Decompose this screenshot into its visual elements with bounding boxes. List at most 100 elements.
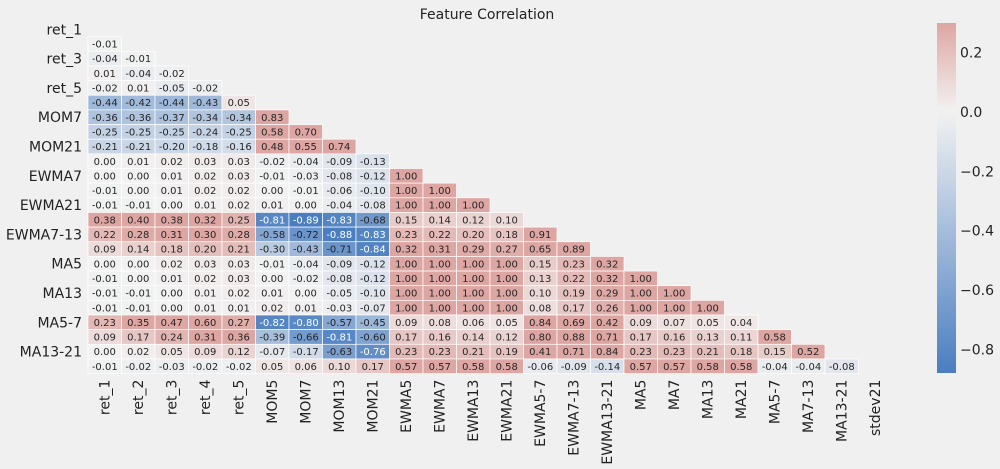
cell-value-label: -0.05 [159, 84, 185, 95]
cell-value-label: 1.00 [462, 259, 484, 270]
cell-value-label: -0.83 [360, 230, 386, 241]
cell-value-label: 0.20 [194, 245, 216, 256]
cell-value-label: -0.34 [226, 113, 252, 124]
cell-value-label: 0.23 [429, 347, 451, 358]
cell-value-label: -0.04 [92, 54, 118, 65]
cell-value-label: 0.00 [94, 171, 116, 182]
cell-value-label: -0.68 [360, 215, 386, 226]
cell-value-label: -0.81 [326, 333, 352, 344]
cell-value-label: 0.01 [94, 69, 116, 80]
colorbar-tick-label: −0.8 [960, 342, 994, 358]
cell-value-label: 0.17 [630, 333, 652, 344]
x-tick-label: MA5-7 [768, 380, 784, 425]
cell-value-label: 0.23 [630, 347, 652, 358]
cell-value-label: 0.14 [462, 333, 484, 344]
x-tick-label: ret_5 [232, 380, 248, 415]
cell-value-label: 0.71 [596, 333, 618, 344]
cell-value-label: 0.52 [797, 347, 819, 358]
cell-value-label: 1.00 [663, 289, 685, 300]
cell-value-label: 0.02 [261, 303, 283, 314]
cell-value-label: -0.25 [92, 127, 118, 138]
cell-value-label: -0.44 [92, 98, 118, 109]
cell-value-label: 0.10 [328, 362, 350, 373]
cell-value-label: -0.01 [259, 171, 285, 182]
cell-value-label: 0.17 [563, 303, 585, 314]
colorbar-tick-label: −0.2 [960, 164, 994, 180]
cell-value-label: -0.04 [326, 201, 352, 212]
cell-value-label: -0.81 [259, 215, 285, 226]
cell-value-label: -0.09 [326, 157, 352, 168]
cell-value-label: 0.01 [261, 201, 283, 212]
cell-value-label: 0.09 [94, 333, 116, 344]
x-tick-label: MA13 [701, 380, 717, 419]
cell-value-label: 1.00 [429, 289, 451, 300]
cell-value-label: -0.04 [125, 69, 151, 80]
cell-value-label: 0.36 [228, 333, 250, 344]
cell-value-label: -0.08 [326, 274, 352, 285]
y-tick-label: MA5 [51, 257, 82, 273]
cell-value-label: 0.00 [94, 157, 116, 168]
x-tick-label: ret_3 [165, 380, 181, 415]
cell-value-label: 0.20 [462, 230, 484, 241]
cell-value-label: 0.09 [395, 318, 417, 329]
cell-value-label: -0.10 [360, 186, 386, 197]
cell-value-label: -0.45 [360, 318, 386, 329]
cell-value-label: -0.12 [360, 259, 386, 270]
cell-value-label: 1.00 [395, 289, 417, 300]
cell-value-label: 0.14 [429, 215, 451, 226]
cell-value-label: -0.03 [293, 171, 319, 182]
cell-value-label: -0.36 [92, 113, 118, 124]
x-tick-label: MA21 [734, 380, 750, 419]
cell-value-label: 0.00 [161, 201, 183, 212]
cell-value-label: -0.72 [293, 230, 319, 241]
cell-value-label: 0.38 [161, 215, 183, 226]
cell-value-label: -0.02 [159, 69, 185, 80]
cell-value-label: -0.01 [92, 201, 118, 212]
cell-value-label: 0.29 [596, 289, 618, 300]
cell-value-label: -0.07 [259, 347, 285, 358]
cell-value-label: 0.08 [529, 303, 551, 314]
cell-value-label: 0.32 [395, 245, 417, 256]
cell-value-label: 0.22 [429, 230, 451, 241]
cell-value-label: 0.27 [496, 245, 518, 256]
colorbar-tick-label: 0.0 [960, 105, 982, 121]
cell-value-label: 1.00 [496, 303, 518, 314]
cell-value-label: 0.01 [161, 274, 183, 285]
x-tick-label: MA7-13 [801, 380, 817, 433]
cell-value-label: 1.00 [496, 259, 518, 270]
cell-value-label: 0.02 [161, 157, 183, 168]
cell-value-label: 0.17 [362, 362, 384, 373]
cell-value-label: -0.34 [192, 113, 218, 124]
cell-value-label: -0.39 [259, 333, 285, 344]
cell-value-label: 0.00 [261, 186, 283, 197]
cell-value-label: 0.01 [194, 201, 216, 212]
cell-value-label: 0.05 [161, 347, 183, 358]
cell-value-label: -0.43 [192, 98, 218, 109]
cell-value-label: -0.58 [259, 230, 285, 241]
cell-value-label: 0.17 [395, 333, 417, 344]
cell-value-label: -0.20 [159, 142, 185, 153]
cell-value-label: 0.60 [194, 318, 216, 329]
cell-value-label: 0.01 [261, 289, 283, 300]
cell-value-label: 0.02 [127, 347, 149, 358]
cell-value-label: 0.07 [663, 318, 685, 329]
cell-value-label: 1.00 [462, 201, 484, 212]
cell-value-label: -0.82 [259, 318, 285, 329]
cell-value-label: -0.02 [125, 362, 151, 373]
cell-value-label: 0.19 [496, 347, 518, 358]
cell-value-label: -0.02 [192, 362, 218, 373]
x-tick-label: ret_2 [131, 380, 147, 415]
cell-value-label: 0.42 [596, 318, 618, 329]
cell-value-label: 0.00 [261, 274, 283, 285]
cell-value-label: 1.00 [462, 274, 484, 285]
cell-value-label: -0.14 [594, 362, 620, 373]
cell-value-label: 0.57 [429, 362, 451, 373]
cell-value-label: 1.00 [395, 186, 417, 197]
x-tick-label: EWMA7-13 [567, 380, 583, 456]
cell-value-label: -0.25 [125, 127, 151, 138]
x-tick-label: ret_1 [98, 380, 114, 415]
cell-value-label: 0.23 [563, 259, 585, 270]
cell-value-label: -0.04 [795, 362, 821, 373]
cell-value-label: 0.12 [496, 333, 518, 344]
